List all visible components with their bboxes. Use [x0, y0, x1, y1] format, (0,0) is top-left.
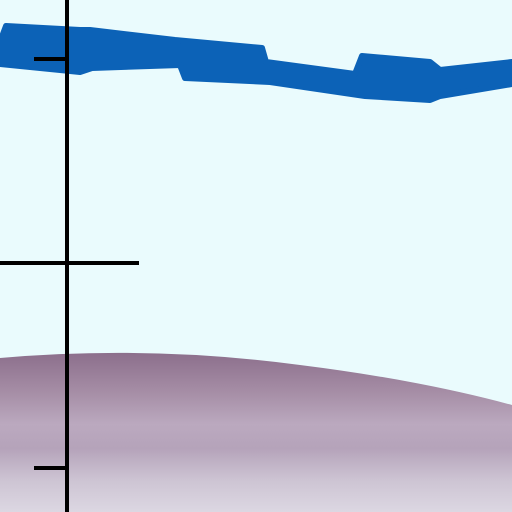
blue-band-shape	[0, 23, 512, 103]
purple-band	[0, 352, 512, 512]
blue-band	[0, 23, 512, 103]
